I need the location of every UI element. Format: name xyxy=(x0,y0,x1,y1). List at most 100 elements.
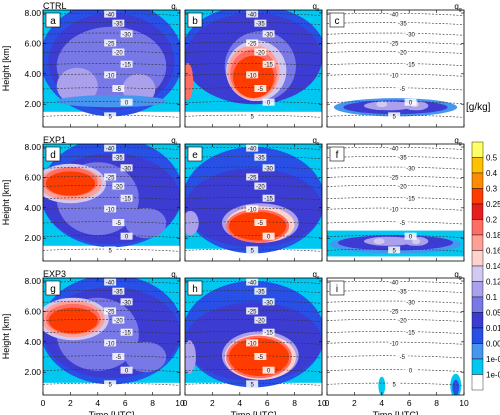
field-blob xyxy=(378,376,386,395)
contour-label-bg xyxy=(404,164,417,172)
contour-label-bg xyxy=(104,380,117,388)
contour-label: -20 xyxy=(114,51,123,57)
contour-label-bg xyxy=(112,153,125,161)
contour-label-bg xyxy=(104,71,117,79)
contour-label: -5 xyxy=(258,355,264,361)
contour-label: 0 xyxy=(267,369,271,375)
contour-label-bg xyxy=(388,39,401,47)
contour-label-bg xyxy=(120,194,133,202)
temperature-contour xyxy=(43,341,180,345)
contour-label: -40 xyxy=(390,13,399,19)
panel-letter-box xyxy=(187,146,203,162)
y-tick-label: 4.00 xyxy=(24,337,41,347)
field-blob xyxy=(48,307,98,334)
contour-label: -35 xyxy=(398,156,407,162)
contour-label: 5 xyxy=(392,114,396,120)
contour-label-bg xyxy=(112,182,125,190)
temperature-contour xyxy=(185,355,322,359)
x-tick-label: 4 xyxy=(95,398,100,408)
temperature-contour xyxy=(185,101,322,104)
contour-label: -5 xyxy=(116,87,122,93)
contour-label: -35 xyxy=(256,22,265,28)
contour-label: -25 xyxy=(390,175,399,181)
field-blob xyxy=(56,95,167,108)
x-tick-label: 0 xyxy=(41,398,46,408)
contour-label: -5 xyxy=(400,221,406,227)
colorbar-swatch xyxy=(471,234,484,251)
colorbar-label: 0.25 xyxy=(486,200,500,209)
contour-label-bg xyxy=(120,328,133,336)
x-tick-label: 10 xyxy=(317,398,327,408)
contour-label-bg xyxy=(120,60,133,68)
colorbar-swatch xyxy=(471,141,484,158)
y-axis-label: Height [km] xyxy=(1,314,11,360)
colorbar-swatch xyxy=(471,281,484,298)
contour-label-bg xyxy=(246,173,259,181)
contour-label-bg xyxy=(404,30,417,38)
x-tick-label: 2 xyxy=(210,398,215,408)
contour-label: -25 xyxy=(248,309,257,315)
panel-letter: b xyxy=(192,16,198,27)
panel-letter-box xyxy=(45,146,61,162)
contour-label-bg xyxy=(104,144,117,152)
temperature-contour xyxy=(43,248,180,252)
contour-label-bg xyxy=(388,380,401,388)
contour-label: -5 xyxy=(258,221,264,227)
contour-label-bg xyxy=(254,85,267,93)
y-axis-label: Height [km] xyxy=(1,46,11,92)
temperature-contour xyxy=(185,382,322,386)
y-tick-label: 6.00 xyxy=(24,172,41,182)
x-tick-label: 10 xyxy=(175,398,185,408)
x-axis-label: Time [UTC] xyxy=(89,410,135,415)
contour-label-bg xyxy=(246,112,259,120)
contour-label-bg xyxy=(104,246,117,254)
contour-label-bg xyxy=(396,48,409,56)
field-band xyxy=(185,382,322,395)
contour-label: 5 xyxy=(250,382,254,388)
x-tick-label: 8 xyxy=(150,398,155,408)
contour-label: -20 xyxy=(114,185,123,191)
temperature-contour xyxy=(43,318,180,322)
contour-label-bg xyxy=(246,339,259,347)
contour-label-bg xyxy=(104,307,117,315)
temperature-contour xyxy=(185,175,322,179)
contour-label-bg xyxy=(246,205,259,213)
panel-letter-box xyxy=(187,280,203,296)
colorbar-label: 0.3 xyxy=(486,185,498,194)
contour-label-bg xyxy=(254,19,267,27)
contour-label-bg xyxy=(246,246,259,254)
contour-label-bg xyxy=(104,278,117,286)
contour-label: 0 xyxy=(409,369,413,375)
temperature-contour xyxy=(43,300,180,304)
contour-label: -15 xyxy=(122,63,131,69)
contour-label-bg xyxy=(262,60,275,68)
contour-label: 0 xyxy=(409,235,413,241)
contour-label: -25 xyxy=(390,309,399,315)
contour-label-bg xyxy=(388,144,401,152)
contour-label-bg xyxy=(388,307,401,315)
colorbar-label: 0.18 xyxy=(486,231,500,240)
contour-label-bg xyxy=(104,205,117,213)
temperature-contour xyxy=(185,73,322,77)
contour-label-bg xyxy=(262,30,275,38)
contour-label: -25 xyxy=(106,309,115,315)
contour-label: -15 xyxy=(264,331,273,337)
contour-label-bg xyxy=(254,287,267,295)
temperature-contour xyxy=(185,341,322,345)
colorbar-swatch xyxy=(471,250,484,267)
contour-label-bg xyxy=(254,48,267,56)
y-tick-label: 2.00 xyxy=(24,99,41,109)
temperature-contour xyxy=(327,318,464,322)
contour-label: -15 xyxy=(122,197,131,203)
x-tick-label: 6 xyxy=(123,398,128,408)
contour-label-bg xyxy=(262,328,275,336)
variable-label: qs xyxy=(313,136,320,147)
field-band xyxy=(185,248,322,261)
temperature-contour xyxy=(185,184,322,188)
temperature-contour xyxy=(43,309,180,313)
temperature-contour xyxy=(327,50,464,54)
variable-label: qs xyxy=(313,270,320,281)
temperature-contour xyxy=(185,318,322,322)
contour-label-bg xyxy=(246,144,259,152)
contour-label-bg xyxy=(396,316,409,324)
